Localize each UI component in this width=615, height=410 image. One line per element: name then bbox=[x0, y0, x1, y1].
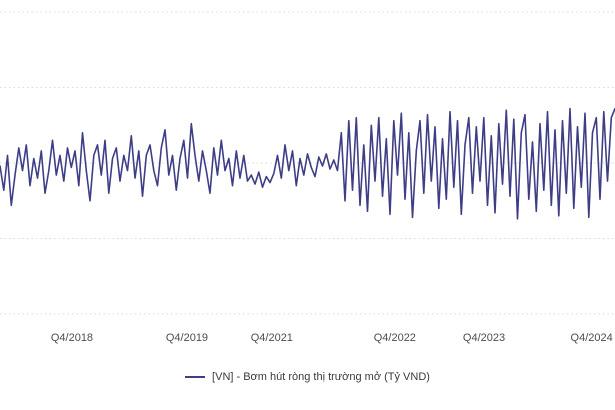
x-tick-label: Q4/2021 bbox=[250, 332, 293, 344]
x-tick-label: Q4/2023 bbox=[462, 332, 506, 344]
legend-item[interactable]: [VN] - Bơm hút ròng thị trường mở (Tỷ VN… bbox=[0, 371, 615, 383]
x-tick-label: Q4/2018 bbox=[50, 332, 94, 344]
line-chart-canvas[interactable] bbox=[0, 0, 615, 330]
x-tick-label: Q4/2022 bbox=[373, 332, 416, 344]
x-tick-label: Q4/2024 bbox=[570, 332, 613, 344]
x-tick-label: Q4/2019 bbox=[165, 332, 209, 344]
series-line bbox=[0, 107, 615, 220]
legend-label: [VN] - Bơm hút ròng thị trường mở (Tỷ VN… bbox=[212, 371, 430, 383]
legend-line-marker-icon bbox=[185, 376, 206, 378]
x-axis: Q4/2018 Q4/2019 Q4/2021 Q4/2022 Q4/2023 Q4/20… bbox=[0, 332, 615, 348]
